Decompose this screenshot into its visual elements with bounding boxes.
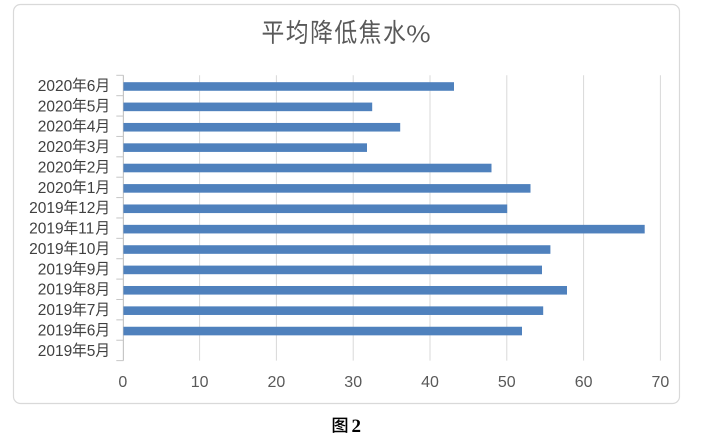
svg-text:50: 50 xyxy=(498,374,516,391)
svg-text:2020: 2020 xyxy=(38,180,73,197)
svg-text:7: 7 xyxy=(87,302,96,319)
svg-text:4: 4 xyxy=(87,119,96,136)
svg-text:2019: 2019 xyxy=(38,343,72,360)
svg-text:9: 9 xyxy=(87,261,96,278)
svg-text:10: 10 xyxy=(78,241,96,258)
svg-text:11: 11 xyxy=(78,221,94,238)
svg-text:2019: 2019 xyxy=(29,200,63,217)
svg-text:2020: 2020 xyxy=(38,139,73,156)
svg-text:2019: 2019 xyxy=(29,241,63,258)
svg-text:2019: 2019 xyxy=(38,302,72,319)
svg-text:8: 8 xyxy=(87,282,96,299)
svg-text:12: 12 xyxy=(78,200,95,217)
svg-text:20: 20 xyxy=(268,374,286,391)
svg-text:2019: 2019 xyxy=(38,322,72,339)
svg-text:2020: 2020 xyxy=(38,78,73,95)
svg-text:2: 2 xyxy=(87,159,96,176)
svg-text:2019: 2019 xyxy=(38,282,72,299)
svg-text:2020: 2020 xyxy=(38,98,73,115)
svg-text:2020: 2020 xyxy=(38,159,73,176)
svg-text:2020: 2020 xyxy=(38,119,73,136)
svg-text:2019: 2019 xyxy=(38,261,72,278)
svg-text:2: 2 xyxy=(352,416,362,437)
svg-text:6: 6 xyxy=(87,322,96,339)
svg-text:10: 10 xyxy=(191,374,209,391)
svg-text:3: 3 xyxy=(87,139,96,156)
svg-text:60: 60 xyxy=(575,374,593,391)
svg-text:5: 5 xyxy=(87,343,96,360)
svg-text:0: 0 xyxy=(118,374,127,391)
svg-text:30: 30 xyxy=(344,374,362,391)
svg-text:1: 1 xyxy=(87,180,96,197)
svg-text:2019: 2019 xyxy=(29,221,63,238)
svg-text:5: 5 xyxy=(87,98,96,115)
svg-text:6: 6 xyxy=(87,78,96,95)
svg-text:40: 40 xyxy=(421,374,439,391)
svg-text:70: 70 xyxy=(652,374,670,391)
